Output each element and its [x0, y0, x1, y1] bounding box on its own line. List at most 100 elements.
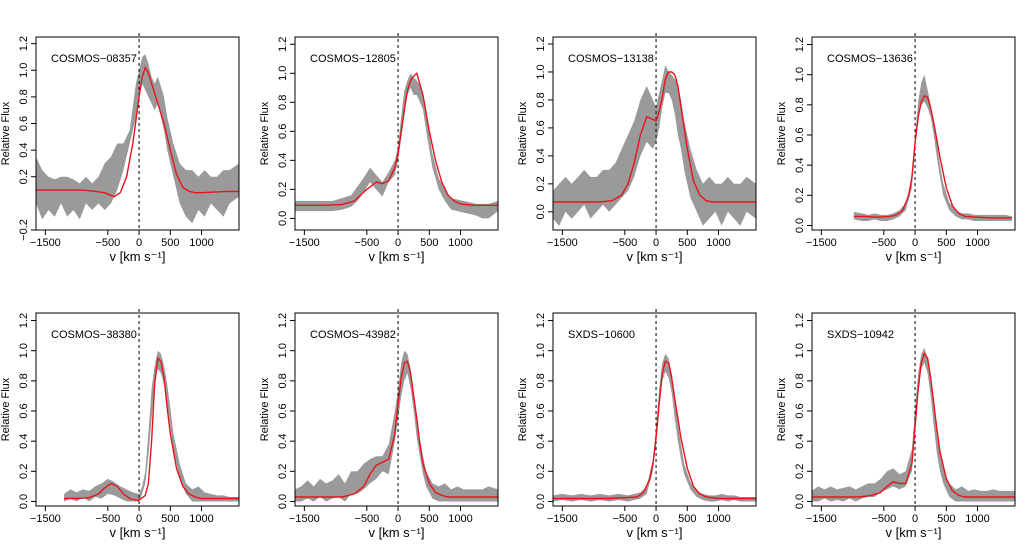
plot-frame — [811, 36, 1016, 231]
y-tick-label: 0.4 — [535, 148, 547, 163]
x-tick-label: −500 — [612, 237, 637, 249]
flux-uncertainty-band — [295, 73, 498, 219]
flux-uncertainty-band — [295, 350, 498, 502]
y-tick-label: 0.0 — [794, 218, 806, 233]
x-tick-label: 1000 — [448, 513, 472, 525]
x-tick-label: 0 — [653, 513, 659, 525]
flux-uncertainty-band — [853, 74, 1012, 221]
x-tick-label: −1500 — [289, 513, 320, 525]
y-tick-label: 1.0 — [535, 64, 547, 79]
model-fit-line — [553, 71, 756, 203]
y-tick-label: 0.0 — [535, 494, 547, 509]
x-tick-label: −1500 — [30, 513, 61, 525]
y-tick-label: 0.8 — [794, 97, 806, 112]
plot-frame — [552, 312, 757, 507]
y-tick-label: 0.0 — [535, 204, 547, 219]
y-tick-label: 0.2 — [277, 182, 289, 197]
y-tick-label: 1.0 — [277, 343, 289, 358]
x-tick-label: 500 — [161, 237, 179, 249]
x-axis-label: v [km s⁻¹] — [110, 249, 166, 264]
object-name-label: COSMOS−13636 — [827, 53, 913, 65]
y-tick-label: 1.0 — [794, 343, 806, 358]
y-tick-label: 1.0 — [18, 63, 30, 78]
y-tick-label: 1.2 — [18, 313, 30, 328]
x-tick-label: 0 — [912, 513, 918, 525]
plot-frame — [294, 36, 499, 231]
x-tick-label: −500 — [871, 513, 896, 525]
y-tick-label: 0.6 — [18, 116, 30, 131]
x-axis-label: v [km s⁻¹] — [110, 525, 166, 540]
y-tick-label: 0.2 — [18, 169, 30, 184]
object-name-label: COSMOS−38380 — [51, 329, 137, 341]
y-tick-label: 0.8 — [18, 89, 30, 104]
flux-uncertainty-band — [36, 54, 239, 224]
y-tick-label: 1.0 — [18, 343, 30, 358]
object-name-label: SXDS−10600 — [568, 329, 635, 341]
x-axis-label: v [km s⁻¹] — [886, 249, 942, 264]
y-tick-label: 1.2 — [535, 36, 547, 51]
object-name-label: COSMOS−13138 — [568, 53, 654, 65]
y-tick-label: 0.8 — [535, 373, 547, 388]
x-tick-label: 0 — [912, 237, 918, 249]
y-tick-label: 0.8 — [18, 373, 30, 388]
y-tick-label: 0.4 — [535, 434, 547, 449]
y-tick-label: 0.0 — [794, 494, 806, 509]
panel-8: −1500 −500 0 500 1000 v [km s⁻¹] 0.0 0.2 0.4 0.6 0… — [776, 309, 1016, 540]
panel-5: −1500 −500 0 500 1000 v [km s⁻¹] 0.0 0.2 0.4 0.6 0… — [0, 309, 240, 540]
y-tick-label: −0.2 — [18, 219, 30, 241]
y-tick-label: 1.2 — [277, 313, 289, 328]
y-tick-label: 0.4 — [18, 142, 30, 157]
panel-1: −1500 −500 0 500 1000 v [km s⁻¹] −0.2 0.2 0.4 0.6… — [0, 33, 240, 264]
x-tick-label: 500 — [161, 513, 179, 525]
x-tick-label: −500 — [354, 513, 379, 525]
plot-frame — [294, 312, 499, 507]
x-tick-label: 1000 — [189, 513, 213, 525]
y-tick-label: 0.2 — [277, 464, 289, 479]
x-tick-label: −500 — [95, 513, 120, 525]
panel-2: −1500 −500 0 500 1000 v [km s⁻¹] 0.0 0.2 0.4 0.6 0… — [259, 33, 499, 264]
panel-4: −1500 −500 0 500 1000 v [km s⁻¹] 0.0 0.2 0.4 0.6 0… — [776, 33, 1016, 264]
plot-frame — [552, 36, 757, 231]
object-name-label: COSMOS−12805 — [310, 53, 396, 65]
y-tick-label: 0.2 — [535, 464, 547, 479]
y-tick-label: 0.2 — [794, 464, 806, 479]
y-tick-label: 1.0 — [535, 343, 547, 358]
x-axis-label: v [km s⁻¹] — [369, 249, 425, 264]
y-axis-label: Relative Flux — [259, 377, 271, 441]
x-tick-label: 1000 — [965, 513, 989, 525]
x-tick-label: −1500 — [289, 237, 320, 249]
model-fit-line — [295, 360, 498, 498]
object-name-label: COSMOS−08357 — [51, 53, 137, 65]
y-axis-label: Relative Flux — [517, 101, 529, 165]
x-tick-label: 0 — [395, 513, 401, 525]
y-tick-label: 0.6 — [794, 403, 806, 418]
y-tick-label: 0.8 — [277, 373, 289, 388]
y-tick-label: 0.0 — [18, 494, 30, 509]
y-axis-label: Relative Flux — [517, 377, 529, 441]
y-tick-label: 1.2 — [794, 37, 806, 52]
x-tick-label: 1000 — [706, 513, 730, 525]
x-axis-label: v [km s⁻¹] — [369, 525, 425, 540]
flux-uncertainty-band — [553, 353, 756, 502]
y-tick-label: 0.6 — [18, 403, 30, 418]
y-tick-label: 1.2 — [794, 313, 806, 328]
object-name-label: SXDS−10942 — [827, 329, 894, 341]
model-fit-line — [295, 72, 498, 207]
y-tick-label: 0.8 — [535, 92, 547, 107]
y-tick-label: 0.0 — [277, 494, 289, 509]
x-tick-label: 1000 — [706, 237, 730, 249]
flux-uncertainty-band — [64, 350, 239, 502]
model-fit-line — [64, 356, 239, 501]
flux-uncertainty-band — [812, 347, 1015, 502]
x-tick-label: −500 — [612, 513, 637, 525]
x-tick-label: 0 — [653, 237, 659, 249]
plot-frame — [35, 36, 240, 231]
x-tick-label: −500 — [95, 237, 120, 249]
y-tick-label: 1.0 — [794, 67, 806, 82]
y-axis-label: Relative Flux — [776, 101, 788, 165]
x-tick-label: 500 — [678, 513, 696, 525]
y-tick-label: 1.2 — [277, 37, 289, 52]
model-fit-line — [36, 65, 239, 198]
y-axis-label: Relative Flux — [0, 377, 12, 441]
plot-frame — [35, 312, 240, 507]
